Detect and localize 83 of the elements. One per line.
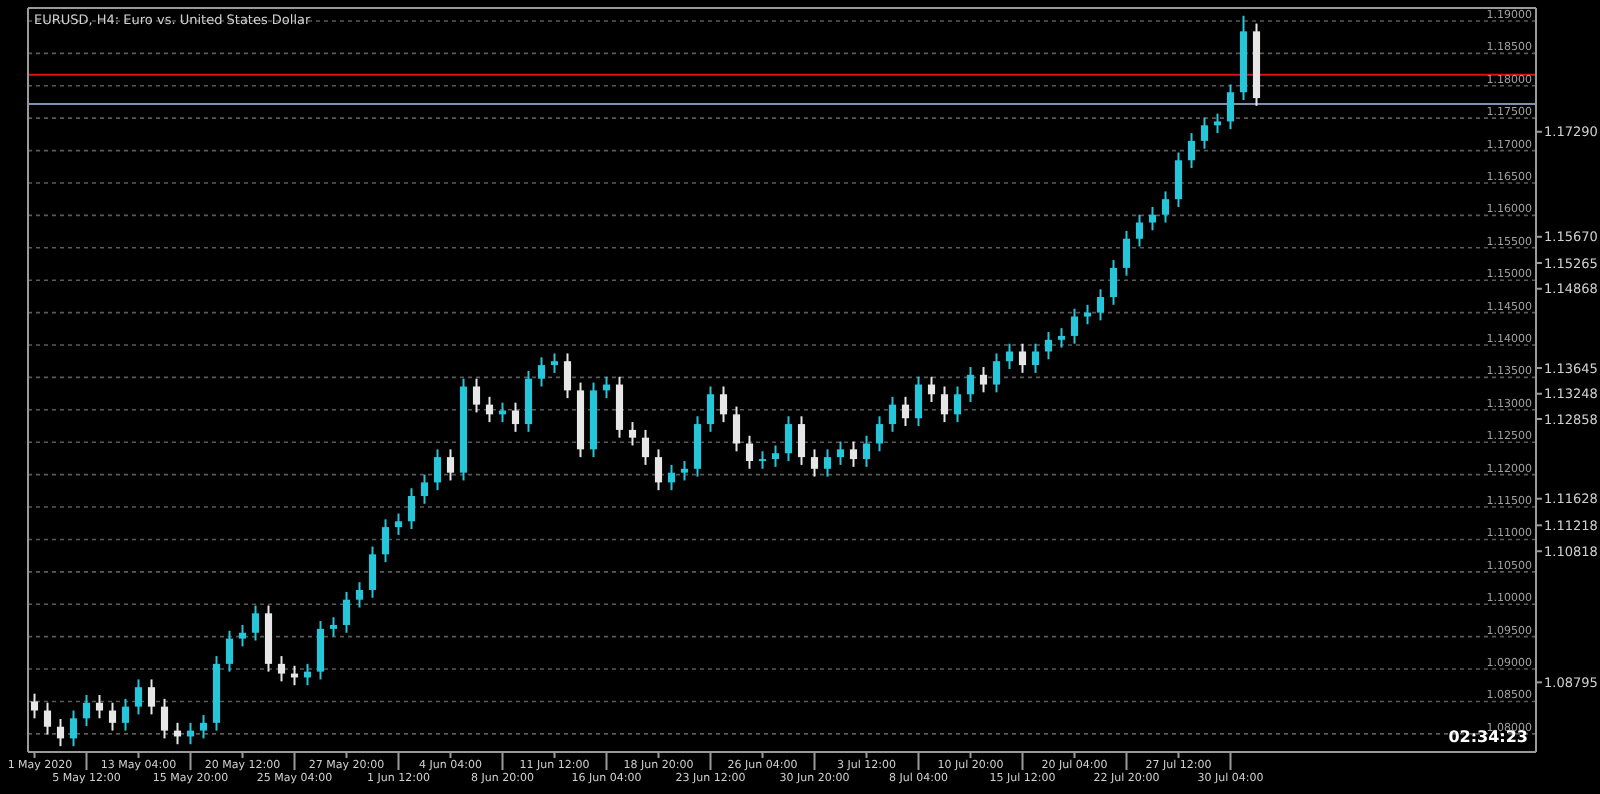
candlestick	[1174, 151, 1183, 208]
candlestick	[277, 655, 286, 683]
candlestick	[160, 697, 169, 740]
candlestick	[719, 385, 728, 424]
candlestick	[654, 448, 663, 492]
candlestick	[199, 714, 208, 740]
candlestick	[433, 448, 442, 492]
candlestick	[979, 366, 988, 394]
candlestick	[251, 604, 260, 642]
candlestick	[1057, 327, 1066, 349]
candlestick	[472, 377, 481, 414]
candlestick	[1070, 307, 1079, 345]
candlestick	[849, 440, 858, 468]
candlestick	[953, 385, 962, 424]
candlestick	[1122, 229, 1131, 277]
candlestick	[1109, 259, 1118, 306]
candlestick	[225, 629, 234, 673]
candlestick	[836, 440, 845, 466]
candlestick	[810, 448, 819, 478]
candlestick	[1031, 342, 1040, 374]
candlestick	[1044, 331, 1053, 361]
candlestick	[563, 352, 572, 400]
candlestick	[667, 463, 676, 492]
candlestick	[758, 450, 767, 470]
candlestick	[1161, 190, 1170, 224]
candlestick	[1148, 205, 1157, 232]
candlestick	[56, 717, 65, 748]
candlestick	[355, 581, 364, 609]
candlestick	[381, 518, 390, 564]
candlestick	[745, 434, 754, 470]
candlestick	[680, 460, 689, 482]
candlestick	[771, 444, 780, 468]
candlestick	[82, 693, 91, 728]
candlestick	[693, 415, 702, 478]
candlestick	[498, 401, 507, 424]
candlestick	[108, 701, 117, 732]
candlestick	[524, 369, 533, 433]
candlestick	[1187, 132, 1196, 170]
candlestick	[316, 620, 325, 681]
candlestick	[238, 623, 247, 648]
candlestick	[927, 375, 936, 404]
candlestick	[511, 401, 520, 433]
candlestick	[69, 709, 78, 748]
candlestick	[30, 692, 39, 720]
candlestick	[407, 487, 416, 531]
candlestick	[615, 375, 624, 439]
candlestick	[1200, 116, 1209, 150]
candlestick	[1226, 83, 1235, 131]
candlestick	[1096, 288, 1105, 322]
candlestick	[888, 395, 897, 433]
candlestick	[1135, 213, 1144, 248]
candlestick	[537, 356, 546, 388]
candlestick	[121, 697, 130, 732]
candlestick	[706, 385, 715, 433]
candlestick	[1005, 342, 1014, 370]
annotation: 02:34:23	[1448, 728, 1528, 746]
candlestick	[797, 415, 806, 466]
candlestick	[147, 678, 156, 716]
candlestick	[134, 678, 143, 716]
candlestick	[1213, 112, 1222, 135]
candlestick	[914, 375, 923, 428]
candlestick	[420, 473, 429, 505]
candlestick	[628, 421, 637, 447]
candlestick	[641, 428, 650, 466]
candlestick	[95, 693, 104, 720]
candlestick	[1018, 342, 1027, 374]
candlestick	[446, 448, 455, 482]
candlestick	[550, 352, 559, 374]
candlestick	[901, 395, 910, 428]
candlestick	[966, 366, 975, 404]
candlestick	[862, 434, 871, 468]
candlestick	[368, 545, 377, 599]
candlestick	[329, 616, 338, 638]
candlestick	[394, 512, 403, 536]
candlestick	[485, 395, 494, 424]
candlestick	[342, 590, 351, 634]
candlestick	[992, 352, 1001, 394]
candlestick	[732, 405, 741, 453]
candlestick	[875, 415, 884, 453]
candlestick	[940, 385, 949, 424]
candlestick	[784, 415, 793, 463]
candlestick	[823, 448, 832, 478]
candlestick	[43, 701, 52, 736]
